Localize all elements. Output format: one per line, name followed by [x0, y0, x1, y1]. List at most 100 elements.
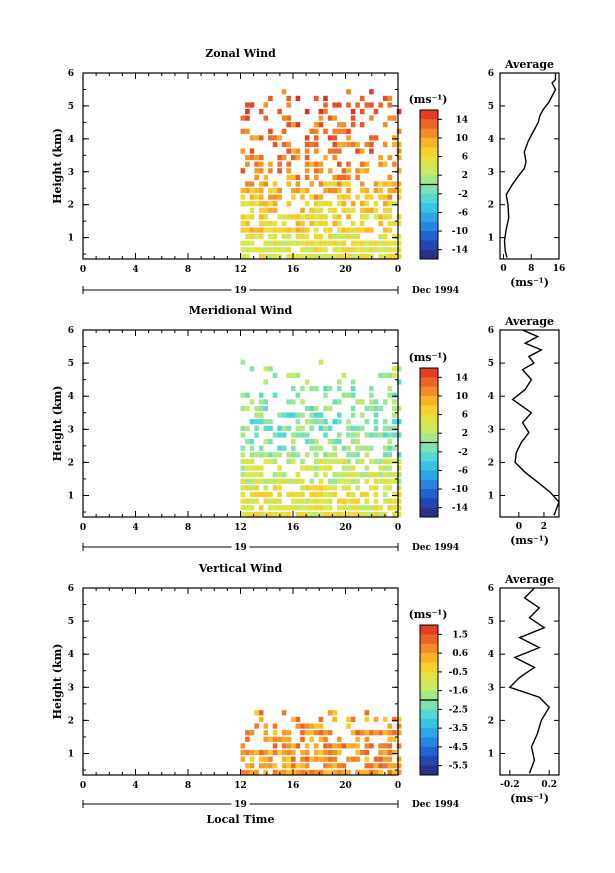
colorbar-tick-label: -5.5 [449, 762, 468, 772]
heatmap-cell [318, 756, 324, 762]
heatmap-cell [272, 763, 278, 769]
heatmap-cell [355, 730, 360, 736]
heatmap-cell [304, 234, 310, 240]
heatmap-cell [314, 234, 319, 240]
heatmap-cell [364, 253, 370, 259]
heatmap-cell [337, 188, 342, 194]
heatmap-cell [254, 452, 259, 458]
heatmap-cell [268, 161, 273, 167]
colorbar-segment [420, 386, 438, 397]
heatmap-cell [318, 359, 324, 365]
colorbar-tick-label: 1.5 [452, 630, 468, 640]
heatmap-cell [332, 716, 337, 722]
heatmap-cell [304, 247, 310, 253]
heatmap-cell [341, 227, 347, 233]
heatmap-cell [258, 188, 264, 194]
heatmap-cell [286, 95, 291, 101]
date-label: Dec 1994 [412, 543, 459, 553]
heatmap-cell [245, 505, 250, 511]
heatmap-cell [249, 234, 255, 240]
heatmap-cell [254, 425, 259, 431]
heatmap-cell [387, 439, 393, 445]
heatmap-cell [286, 505, 291, 511]
heatmap-cell [378, 458, 383, 464]
colorbar-tick-label: -1.6 [449, 687, 468, 697]
heatmap-cell [364, 491, 370, 498]
heatmap-cell [364, 240, 370, 246]
heatmap-cell [281, 425, 287, 431]
heatmap-cell [392, 445, 397, 451]
heatmap-cell [396, 181, 402, 187]
heatmap-cell [291, 214, 296, 220]
heatmap-cell [332, 399, 337, 405]
heatmap-cell [263, 379, 269, 385]
heatmap-cell [286, 247, 291, 253]
heatmap-cell [396, 214, 402, 220]
heatmap-cell [314, 207, 319, 213]
profile-frame [499, 587, 560, 776]
heatmap-cell [323, 227, 328, 233]
date-marker: 19 [234, 800, 247, 810]
heatmap-cell [332, 485, 337, 491]
heatmap-cell [249, 399, 255, 405]
heatmap-cell [318, 234, 324, 240]
heatmap-cell [272, 207, 278, 213]
heatmap-cell [364, 769, 370, 775]
colorbar-tick-label: -2 [458, 190, 468, 200]
heatmap-cell [332, 174, 337, 180]
heatmap-cell [396, 188, 402, 194]
heatmap-cell [245, 736, 250, 742]
heatmap-cell [249, 419, 255, 425]
colorbar-segment [420, 681, 438, 692]
heatmap-cell [332, 763, 337, 769]
heatmap-cell [300, 485, 305, 491]
heatmap-cell [392, 769, 397, 775]
heatmap-cell [263, 452, 269, 458]
heatmap-cell [382, 194, 388, 200]
colorbar-tick-label: -10 [452, 485, 468, 495]
heatmap-cell [392, 511, 397, 517]
heatmap-cell [268, 425, 273, 431]
heatmap-cell [350, 141, 356, 148]
heatmap-cell [291, 756, 296, 762]
heatmap-cell [263, 253, 269, 259]
heatmap-cell [263, 769, 269, 775]
heatmap-cell [314, 749, 319, 756]
heatmap-cell [318, 419, 324, 425]
heatmap-cell [272, 723, 278, 729]
heatmap-cell [277, 425, 282, 431]
heatmap-cell [369, 141, 374, 148]
colorbar-segment [420, 756, 438, 767]
heatmap-cell [373, 498, 379, 504]
heatmap-cell [318, 730, 324, 736]
profile-y-tick-label: 6 [488, 69, 494, 79]
heatmap-cell [268, 749, 273, 756]
panel-title: Meridional Wind [189, 304, 293, 317]
heatmap-cell [355, 174, 360, 180]
heatmap-cell [286, 122, 291, 128]
heatmap-cell [240, 247, 246, 253]
heatmap-cell [323, 155, 328, 161]
heatmap-cell [350, 511, 356, 517]
heatmap-cell [304, 141, 310, 148]
heatmap-cell [249, 505, 255, 511]
heatmap-cell [286, 452, 291, 458]
heatmap-cell [350, 201, 356, 207]
colorbar-segment [420, 405, 438, 415]
heatmap-cell [314, 174, 319, 180]
heatmap-cell [240, 405, 246, 412]
heatmap-cell [254, 188, 259, 194]
heatmap-cell [286, 201, 291, 207]
heatmap-cell [314, 95, 319, 101]
heatmap-cell [286, 478, 291, 484]
heatmap-cell [281, 749, 287, 756]
heatmap-cell [392, 234, 397, 240]
heatmap-cell [318, 478, 324, 484]
heatmap-cell [295, 412, 301, 418]
heatmap-cell [240, 458, 246, 464]
heatmap-cell [396, 465, 402, 471]
heatmap-cell [355, 194, 360, 200]
colorbar-segment [420, 249, 438, 260]
heatmap-cell [314, 220, 319, 227]
heatmap-cell [304, 214, 310, 220]
